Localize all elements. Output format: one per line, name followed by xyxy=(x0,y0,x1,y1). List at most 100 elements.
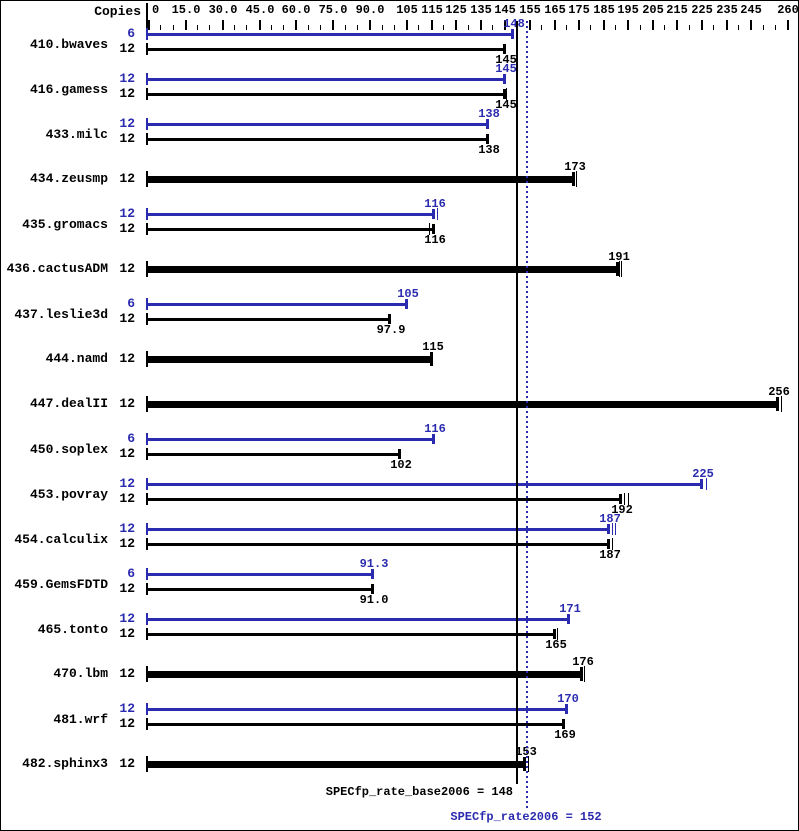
peak-bar xyxy=(148,213,433,216)
base-bar xyxy=(148,723,563,726)
axis-tick-major xyxy=(652,20,654,30)
axis-tick-minor xyxy=(738,25,739,30)
run-spread-tick xyxy=(612,523,613,535)
axis-tick-major xyxy=(750,20,752,30)
axis-tick-major xyxy=(185,20,187,30)
axis-tick-major xyxy=(295,20,297,30)
axis-tick-minor xyxy=(394,25,395,30)
axis-tick-minor xyxy=(541,25,542,30)
bar-end-cap xyxy=(523,757,526,771)
bar-value-label: 148 xyxy=(503,17,525,31)
bar-end-cap xyxy=(432,434,435,444)
peak-bar xyxy=(148,708,566,711)
bar-value-label: 105 xyxy=(397,287,419,301)
bar-origin-tick xyxy=(146,261,148,277)
benchmark-name: 470.lbm xyxy=(53,666,108,681)
copies-label: 12 xyxy=(119,611,135,626)
axis-tick-major xyxy=(259,20,261,30)
axis-tick-label: 175 xyxy=(568,3,590,17)
axis-tick-minor xyxy=(615,25,616,30)
bar-value-label: 116 xyxy=(424,197,446,211)
base-peak-bar xyxy=(148,401,777,408)
axis-tick-label: 145 xyxy=(494,3,516,17)
bar-end-cap xyxy=(700,479,703,489)
axis-tick-major xyxy=(529,20,531,30)
axis-tick-major xyxy=(369,20,371,30)
copies-label: 6 xyxy=(127,296,135,311)
axis-tick-major xyxy=(148,20,150,30)
run-spread-tick xyxy=(615,523,616,535)
peak-bar xyxy=(148,78,504,81)
bar-value-label: 173 xyxy=(564,160,586,174)
run-spread-tick xyxy=(437,208,438,220)
bar-end-cap xyxy=(371,584,374,594)
benchmark-row: 436.cactusADM xyxy=(1,248,798,293)
bar-value-label: 145 xyxy=(495,98,517,112)
axis-tick-label: 260 xyxy=(777,3,799,17)
axis-tick-major xyxy=(787,20,789,30)
bar-end-cap xyxy=(776,397,779,411)
benchmark-name: 433.milc xyxy=(45,127,108,142)
bar-origin-tick xyxy=(146,171,148,187)
axis-tick-minor xyxy=(246,25,247,30)
copies-label: 12 xyxy=(119,171,135,186)
base-bar xyxy=(148,498,620,501)
copies-label: 12 xyxy=(119,476,135,491)
axis-tick-minor xyxy=(357,25,358,30)
bar-origin-tick xyxy=(146,478,148,490)
base-bar xyxy=(148,318,389,321)
benchmark-name: 435.gromacs xyxy=(22,217,108,232)
run-spread-tick xyxy=(624,493,625,505)
bar-origin-tick xyxy=(146,493,148,505)
benchmark-name: 465.tonto xyxy=(37,622,108,637)
peak-result-text: SPECfp_rate2006 = 152 xyxy=(450,810,602,824)
bar-end-cap xyxy=(432,224,435,234)
benchmark-row: 410.bwaves xyxy=(1,23,798,68)
run-spread-tick xyxy=(706,478,707,490)
peak-bar xyxy=(148,303,406,306)
benchmark-name: 453.povray xyxy=(29,487,108,502)
axis-tick-label: 45.0 xyxy=(245,3,275,17)
bar-origin-tick xyxy=(146,88,148,100)
bar-origin-tick xyxy=(146,523,148,535)
base-peak-bar xyxy=(148,761,524,768)
benchmark-name: 437.leslie3d xyxy=(14,307,108,322)
benchmark-row: 444.namd xyxy=(1,338,798,383)
run-spread-tick xyxy=(528,756,529,772)
benchmark-name: 459.GemsFDTD xyxy=(14,577,108,592)
bar-end-cap xyxy=(616,262,619,276)
axis-tick-label: 60.0 xyxy=(281,3,311,17)
axis-tick-minor xyxy=(173,25,174,30)
bar-end-cap xyxy=(432,209,435,219)
copies-label: 12 xyxy=(119,446,135,461)
bar-value-label: 116 xyxy=(424,233,446,247)
axis-tick-minor xyxy=(590,25,591,30)
base-bar xyxy=(148,48,504,51)
base-result-text: SPECfp_rate_base2006 = 148 xyxy=(325,785,513,799)
benchmark-row: 470.lbm xyxy=(1,653,798,698)
bar-end-cap xyxy=(503,89,506,99)
axis-tick-minor xyxy=(197,25,198,30)
axis-tick-label: 155 xyxy=(519,3,541,17)
bar-end-cap xyxy=(619,494,622,504)
copies-label: 12 xyxy=(119,626,135,641)
peak-bar xyxy=(148,528,608,531)
axis-tick-minor xyxy=(664,25,665,30)
peak-reference-line xyxy=(526,21,528,809)
axis-tick-label: 115 xyxy=(421,3,443,17)
axis-tick-label: 235 xyxy=(716,3,738,17)
copies-label: 12 xyxy=(119,666,135,681)
run-spread-tick xyxy=(576,171,577,187)
benchmark-name: 447.dealII xyxy=(29,396,108,411)
peak-bar xyxy=(148,33,512,36)
base-bar xyxy=(148,588,372,591)
bar-value-label: 225 xyxy=(692,467,714,481)
copies-label: 12 xyxy=(119,221,135,236)
axis-tick-label: 15.0 xyxy=(171,3,201,17)
run-spread-tick xyxy=(628,493,629,505)
axis-tick-minor xyxy=(271,25,272,30)
bar-value-label: 169 xyxy=(554,728,576,742)
axis-tick-minor xyxy=(345,25,346,30)
run-spread-tick xyxy=(429,223,430,235)
axis-tick-minor xyxy=(308,25,309,30)
